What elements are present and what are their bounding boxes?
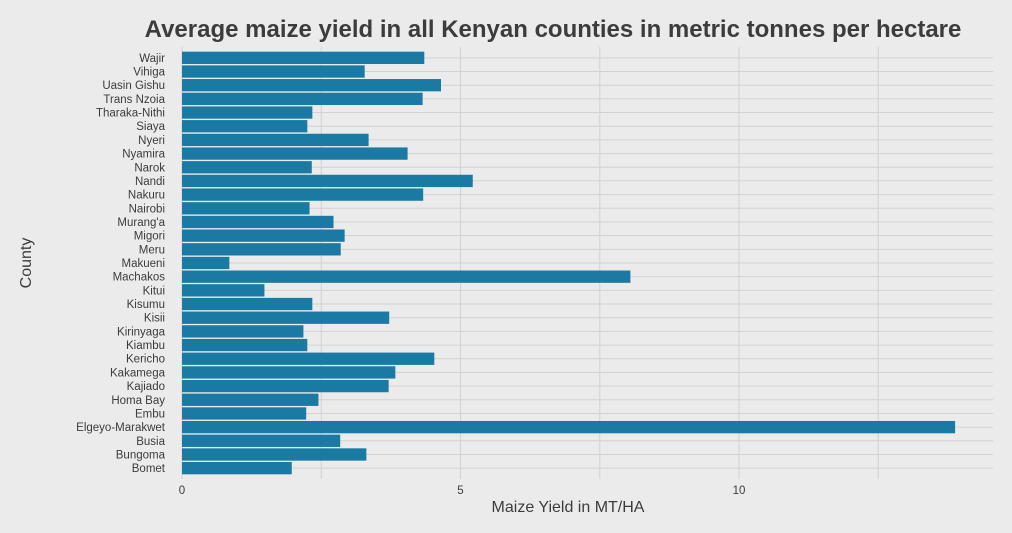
bar-kirinyaga: [182, 325, 304, 338]
y-tick-label: Wajir: [139, 53, 165, 65]
x-tick-label: 5: [457, 485, 463, 497]
y-tick-label: Kajiado: [127, 381, 165, 393]
y-tick-label: Bomet: [132, 463, 166, 475]
bar-makueni: [182, 256, 230, 270]
y-tick-label: Makueni: [122, 258, 165, 270]
bar-wajir: [182, 51, 425, 64]
x-tick-labels: 0 5 10: [179, 485, 746, 497]
y-tick-label: Narok: [134, 162, 165, 174]
bar-kericho: [182, 352, 435, 365]
bars: [182, 51, 956, 475]
x-tick-label: 10: [733, 485, 746, 497]
bar-nyeri: [182, 133, 369, 147]
bar-meru: [182, 243, 341, 256]
y-tick-label: Meru: [139, 244, 165, 256]
y-tick-label: Migori: [134, 231, 165, 243]
y-tick-label: Murang'a: [117, 217, 165, 229]
bar-uasin-gishu: [182, 79, 442, 92]
bar-embu: [182, 407, 307, 420]
bar-murang-a: [182, 215, 334, 229]
y-tick-label: Kericho: [126, 354, 165, 366]
y-tick-label: Kisii: [144, 313, 165, 325]
y-tick-label: Kirinyaga: [117, 326, 166, 338]
bar-siaya: [182, 120, 308, 133]
y-tick-label: Nairobi: [129, 203, 165, 215]
y-tick-label: Nakuru: [128, 190, 165, 202]
bar-bungoma: [182, 448, 367, 461]
y-tick-label: Kitui: [143, 285, 165, 297]
y-tick-label: Busia: [136, 436, 165, 448]
bar-vihiga: [182, 65, 365, 78]
bar-kiambu: [182, 338, 308, 352]
x-axis-label: Maize Yield in MT/HA: [492, 499, 645, 516]
bar-tharaka-nithi: [182, 106, 313, 119]
y-tick-label: Machakos: [113, 272, 166, 284]
x-tick-label: 0: [179, 485, 185, 497]
bar-nakuru: [182, 188, 424, 201]
y-tick-label: Nyeri: [138, 135, 165, 147]
chart-title: Average maize yield in all Kenyan counti…: [145, 16, 962, 43]
y-tick-label: Nyamira: [122, 149, 165, 161]
y-tick-label: Vihiga: [133, 67, 165, 79]
bar-narok: [182, 161, 312, 174]
y-axis-label: County: [18, 238, 35, 289]
bar-kitui: [182, 284, 265, 297]
bar-machakos: [182, 270, 631, 283]
bar-bomet: [182, 462, 292, 475]
bar-trans-nzoia: [182, 92, 423, 106]
y-tick-label: Bungoma: [116, 449, 166, 461]
y-tick-label: Uasin Gishu: [102, 80, 165, 92]
y-tick-label: Elgeyo-Marakwet: [76, 422, 166, 434]
bar-nairobi: [182, 202, 310, 215]
bar-kajiado: [182, 379, 389, 393]
bar-elgeyo-marakwet: [182, 420, 956, 434]
bar-kakamega: [182, 366, 396, 379]
bar-homa-bay: [182, 393, 319, 406]
bar-kisumu: [182, 297, 313, 311]
y-tick-label: Kiambu: [126, 340, 165, 352]
bar-nandi: [182, 174, 473, 188]
bar-kisii: [182, 311, 390, 324]
y-tick-label: Tharaka-Nithi: [96, 108, 165, 120]
y-tick-label: Nandi: [135, 176, 165, 188]
y-tick-label: Kakamega: [110, 367, 166, 379]
y-tick-label: Embu: [135, 408, 165, 420]
y-tick-label: Homa Bay: [111, 395, 165, 407]
bar-nyamira: [182, 147, 408, 160]
y-tick-label: Trans Nzoia: [103, 94, 165, 106]
bar-migori: [182, 229, 345, 242]
y-tick-label: Siaya: [136, 121, 165, 133]
y-tick-label: Kisumu: [127, 299, 165, 311]
bar-busia: [182, 434, 341, 447]
